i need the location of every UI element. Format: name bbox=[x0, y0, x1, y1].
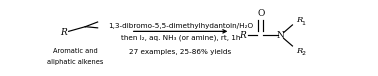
Text: Aromatic and: Aromatic and bbox=[53, 48, 98, 54]
Text: R: R bbox=[296, 47, 302, 55]
Text: then I₂, aq. NH₃ (or amine), rt, 1h: then I₂, aq. NH₃ (or amine), rt, 1h bbox=[121, 34, 240, 41]
Text: 1,3-dibromo-5,5-dimethylhydantoin/H₂O: 1,3-dibromo-5,5-dimethylhydantoin/H₂O bbox=[108, 23, 253, 29]
Text: O: O bbox=[257, 9, 265, 18]
Text: R: R bbox=[239, 31, 246, 40]
Text: aliphatic alkenes: aliphatic alkenes bbox=[47, 59, 103, 65]
Text: R: R bbox=[296, 16, 302, 24]
Text: 2: 2 bbox=[302, 51, 306, 55]
Text: R: R bbox=[60, 28, 67, 37]
Text: N: N bbox=[277, 31, 285, 40]
Text: 1: 1 bbox=[302, 21, 306, 26]
Text: 27 examples, 25-86% yields: 27 examples, 25-86% yields bbox=[129, 49, 232, 55]
